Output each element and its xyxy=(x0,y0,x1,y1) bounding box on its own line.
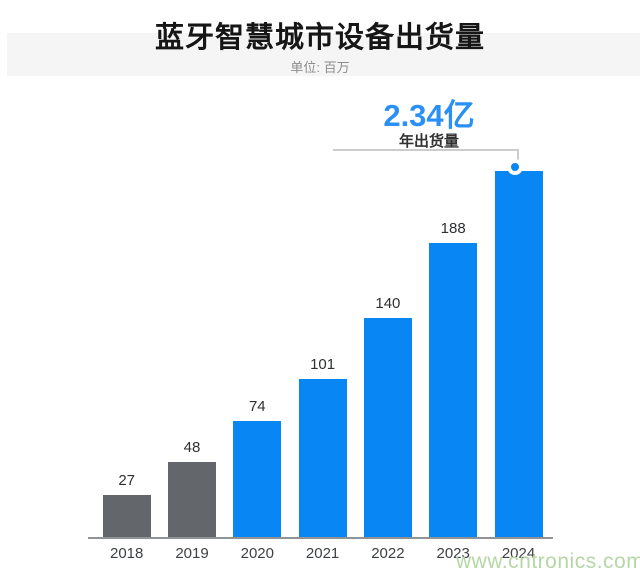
bar-2022 xyxy=(363,318,412,537)
bar-value-2019: 48 xyxy=(183,439,201,456)
highlight-marker-circle-icon xyxy=(507,159,523,175)
bar-value-2018: 27 xyxy=(118,472,136,489)
x-axis-label-2024: 2024 xyxy=(501,545,536,562)
bar-2020 xyxy=(233,421,282,537)
bar-value-2022: 140 xyxy=(375,295,401,312)
annotation-label: 年出货量 xyxy=(398,133,459,150)
x-axis-label-2018: 2018 xyxy=(110,545,144,562)
bar-2024 xyxy=(494,171,543,537)
chart-title: 蓝牙智慧城市设备出货量 xyxy=(154,22,485,54)
x-axis-label-2021: 2021 xyxy=(305,545,340,562)
chart-unit-note: 单位: 百万 xyxy=(290,60,350,75)
bar-2023 xyxy=(429,243,478,537)
bar-2019 xyxy=(168,462,216,537)
x-axis-label-2022: 2022 xyxy=(371,545,405,562)
highlight-value: 2.34亿 xyxy=(383,98,475,133)
bar-2021 xyxy=(298,379,347,537)
x-axis-line xyxy=(88,537,553,539)
x-axis-label-2020: 2020 xyxy=(240,545,274,562)
watermark: www.cntronics.com xyxy=(456,550,640,573)
x-axis-label-2023: 2023 xyxy=(436,545,470,562)
bar-value-2023: 188 xyxy=(440,220,466,237)
bar-2018 xyxy=(102,495,151,537)
x-axis-label-2019: 2019 xyxy=(175,545,209,562)
bar-value-2021: 101 xyxy=(310,356,336,373)
callout-bracket-line xyxy=(333,149,519,162)
bar-value-2020: 74 xyxy=(248,398,266,415)
header-band xyxy=(7,33,640,76)
